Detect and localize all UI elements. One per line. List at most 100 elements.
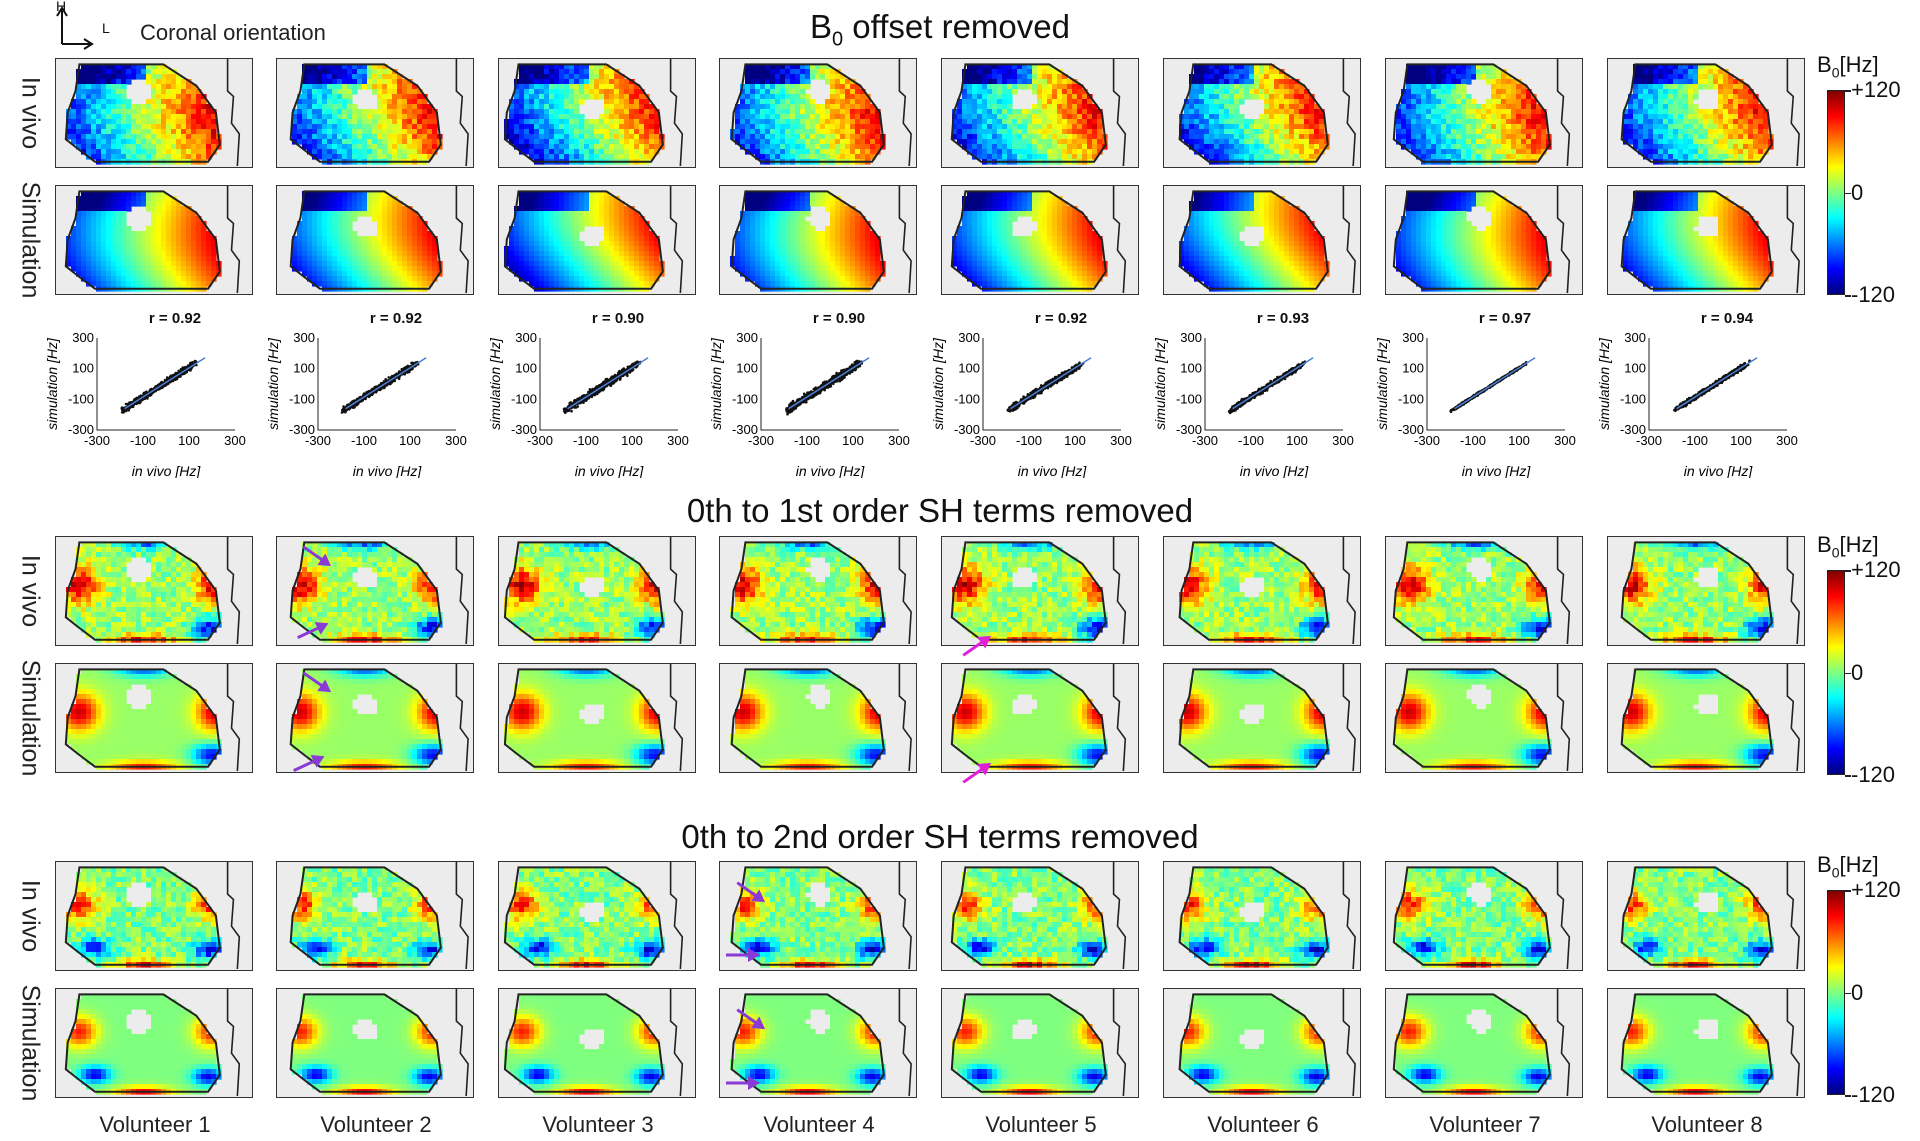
y-axis-label: simulation [Hz] — [488, 337, 503, 430]
orientation-label: Coronal orientation — [140, 20, 326, 46]
row-label-text: Simulation — [16, 182, 45, 299]
y-tick-label: -100 — [68, 391, 94, 406]
y-axis-label: simulation [Hz] — [1153, 337, 1168, 430]
colorbar-tick-mark — [1845, 890, 1851, 892]
x-tick-label: -300 — [305, 433, 331, 448]
y-tick-label: -300 — [68, 422, 94, 437]
field-map-image — [289, 59, 469, 166]
field-map-image — [730, 59, 912, 166]
colorbar-tick-label: +120 — [1851, 77, 1901, 103]
field-map-image — [289, 862, 469, 969]
volunteer-label: Volunteer 2 — [276, 1112, 476, 1138]
field-map-image — [950, 664, 1127, 771]
field-map-image — [1392, 59, 1571, 166]
y-tick-label: 100 — [958, 361, 980, 376]
scatter-plot-svg: -300 -100 100 300 300 100 -100 -300 in vivo [Hz]… — [1152, 330, 1354, 479]
field-map-image — [1620, 186, 1800, 293]
invivo-map-volunteer-2 — [276, 861, 474, 971]
correlation-label: r = 0.90 — [518, 310, 718, 327]
section-title: 0th to 1st order SH terms removed — [0, 492, 1880, 530]
colorbar-tick-label: 0 — [1851, 980, 1863, 1006]
x-axis-label: in vivo [Hz] — [1240, 463, 1310, 478]
y-tick-label: 300 — [1624, 330, 1646, 345]
field-map-image — [730, 186, 912, 293]
simulation-map-volunteer-6 — [1163, 185, 1361, 295]
colorbar-title-main: B — [1817, 532, 1832, 557]
x-axis-label: in vivo [Hz] — [575, 463, 645, 478]
section-title: B0 offset removed — [0, 8, 1880, 52]
fit-line — [1232, 357, 1314, 410]
y-tick-label: -100 — [1398, 391, 1424, 406]
y-axis-label: simulation [Hz] — [1597, 337, 1612, 430]
volunteer-label: Volunteer 7 — [1385, 1112, 1585, 1138]
row-label-text: In vivo — [16, 880, 45, 952]
field-map-image — [950, 862, 1127, 969]
y-tick-label: -300 — [732, 422, 758, 437]
invivo-map-volunteer-1 — [55, 861, 253, 971]
field-map-image — [503, 186, 684, 293]
x-tick-label: 100 — [1730, 433, 1752, 448]
y-tick-label: -100 — [732, 391, 758, 406]
correlation-label: r = 0.92 — [961, 310, 1161, 327]
volunteer-label: Volunteer 6 — [1163, 1112, 1363, 1138]
simulation-map-volunteer-4 — [719, 185, 917, 295]
invivo-map-volunteer-4 — [719, 58, 917, 168]
scatter-plot: -300 -100 100 300 300 100 -100 -300 in vivo [Hz]… — [1152, 330, 1363, 479]
simulation-map-volunteer-4 — [719, 988, 917, 1098]
colorbar-title-unit: [Hz] — [1839, 52, 1878, 77]
x-tick-label: 100 — [1064, 433, 1086, 448]
scatter-plot: -300 -100 100 300 300 100 -100 -300 in vivo [Hz]… — [1374, 330, 1585, 479]
section-title-rest: offset removed — [843, 8, 1070, 45]
section-title-sub: 0 — [832, 29, 843, 51]
field-map-image — [950, 537, 1127, 644]
field-map-image — [1392, 664, 1571, 771]
x-tick-label: 100 — [1508, 433, 1530, 448]
colorbar-tick-label: -120 — [1851, 282, 1895, 308]
x-axis-label: in vivo [Hz] — [1684, 463, 1754, 478]
x-tick-label: -100 — [794, 433, 820, 448]
field-map-image — [289, 989, 469, 1096]
colorbar-gradient — [1827, 90, 1845, 295]
field-map-image — [64, 664, 241, 771]
simulation-map-volunteer-5 — [941, 185, 1139, 295]
simulation-map-volunteer-8 — [1607, 663, 1805, 773]
section-title-main: 0th to 1st order SH terms removed — [687, 492, 1193, 529]
annotation-arrow-icon — [726, 948, 760, 962]
x-tick-label: -100 — [1016, 433, 1042, 448]
simulation-map-volunteer-1 — [55, 185, 253, 295]
x-tick-label: 100 — [1286, 433, 1308, 448]
colorbar-tick-mark — [1845, 1095, 1851, 1097]
y-axis-label: simulation [Hz] — [1375, 337, 1390, 430]
invivo-map-volunteer-5 — [941, 58, 1139, 168]
y-tick-label: -300 — [1620, 422, 1646, 437]
scatter-plot: -300 -100 100 300 300 100 -100 -300 in vivo [Hz]… — [44, 330, 255, 479]
colorbar-tick-mark — [1845, 295, 1851, 297]
field-map-image — [730, 989, 912, 1096]
correlation-label: r = 0.90 — [739, 310, 939, 327]
scatter-axes — [317, 338, 456, 431]
scatter-plot-svg: -300 -100 100 300 300 100 -100 -300 in vivo [Hz]… — [487, 330, 689, 479]
x-axis-label: in vivo [Hz] — [796, 463, 866, 478]
x-tick-label: -100 — [351, 433, 377, 448]
x-tick-label: 300 — [1554, 433, 1576, 448]
fit-line — [124, 357, 206, 410]
field-map-image — [64, 537, 241, 644]
y-axis-label: simulation [Hz] — [45, 337, 60, 430]
x-tick-label: -300 — [748, 433, 774, 448]
section-title-main: B — [810, 8, 832, 45]
field-map-image — [1178, 862, 1356, 969]
y-tick-label: 100 — [293, 361, 315, 376]
simulation-map-volunteer-5 — [941, 988, 1139, 1098]
x-tick-label: -300 — [970, 433, 996, 448]
annotation-arrow-icon — [297, 621, 329, 639]
y-tick-label: 100 — [736, 361, 758, 376]
fit-line — [345, 357, 427, 410]
field-map-image — [1178, 59, 1356, 166]
colorbar-gradient — [1827, 570, 1845, 775]
invivo-map-volunteer-2 — [276, 536, 474, 646]
scatter-axes — [760, 338, 899, 431]
invivo-map-volunteer-2 — [276, 58, 474, 168]
field-map-image — [64, 59, 241, 166]
scatter-axes — [1204, 338, 1343, 431]
x-tick-label: 100 — [399, 433, 421, 448]
